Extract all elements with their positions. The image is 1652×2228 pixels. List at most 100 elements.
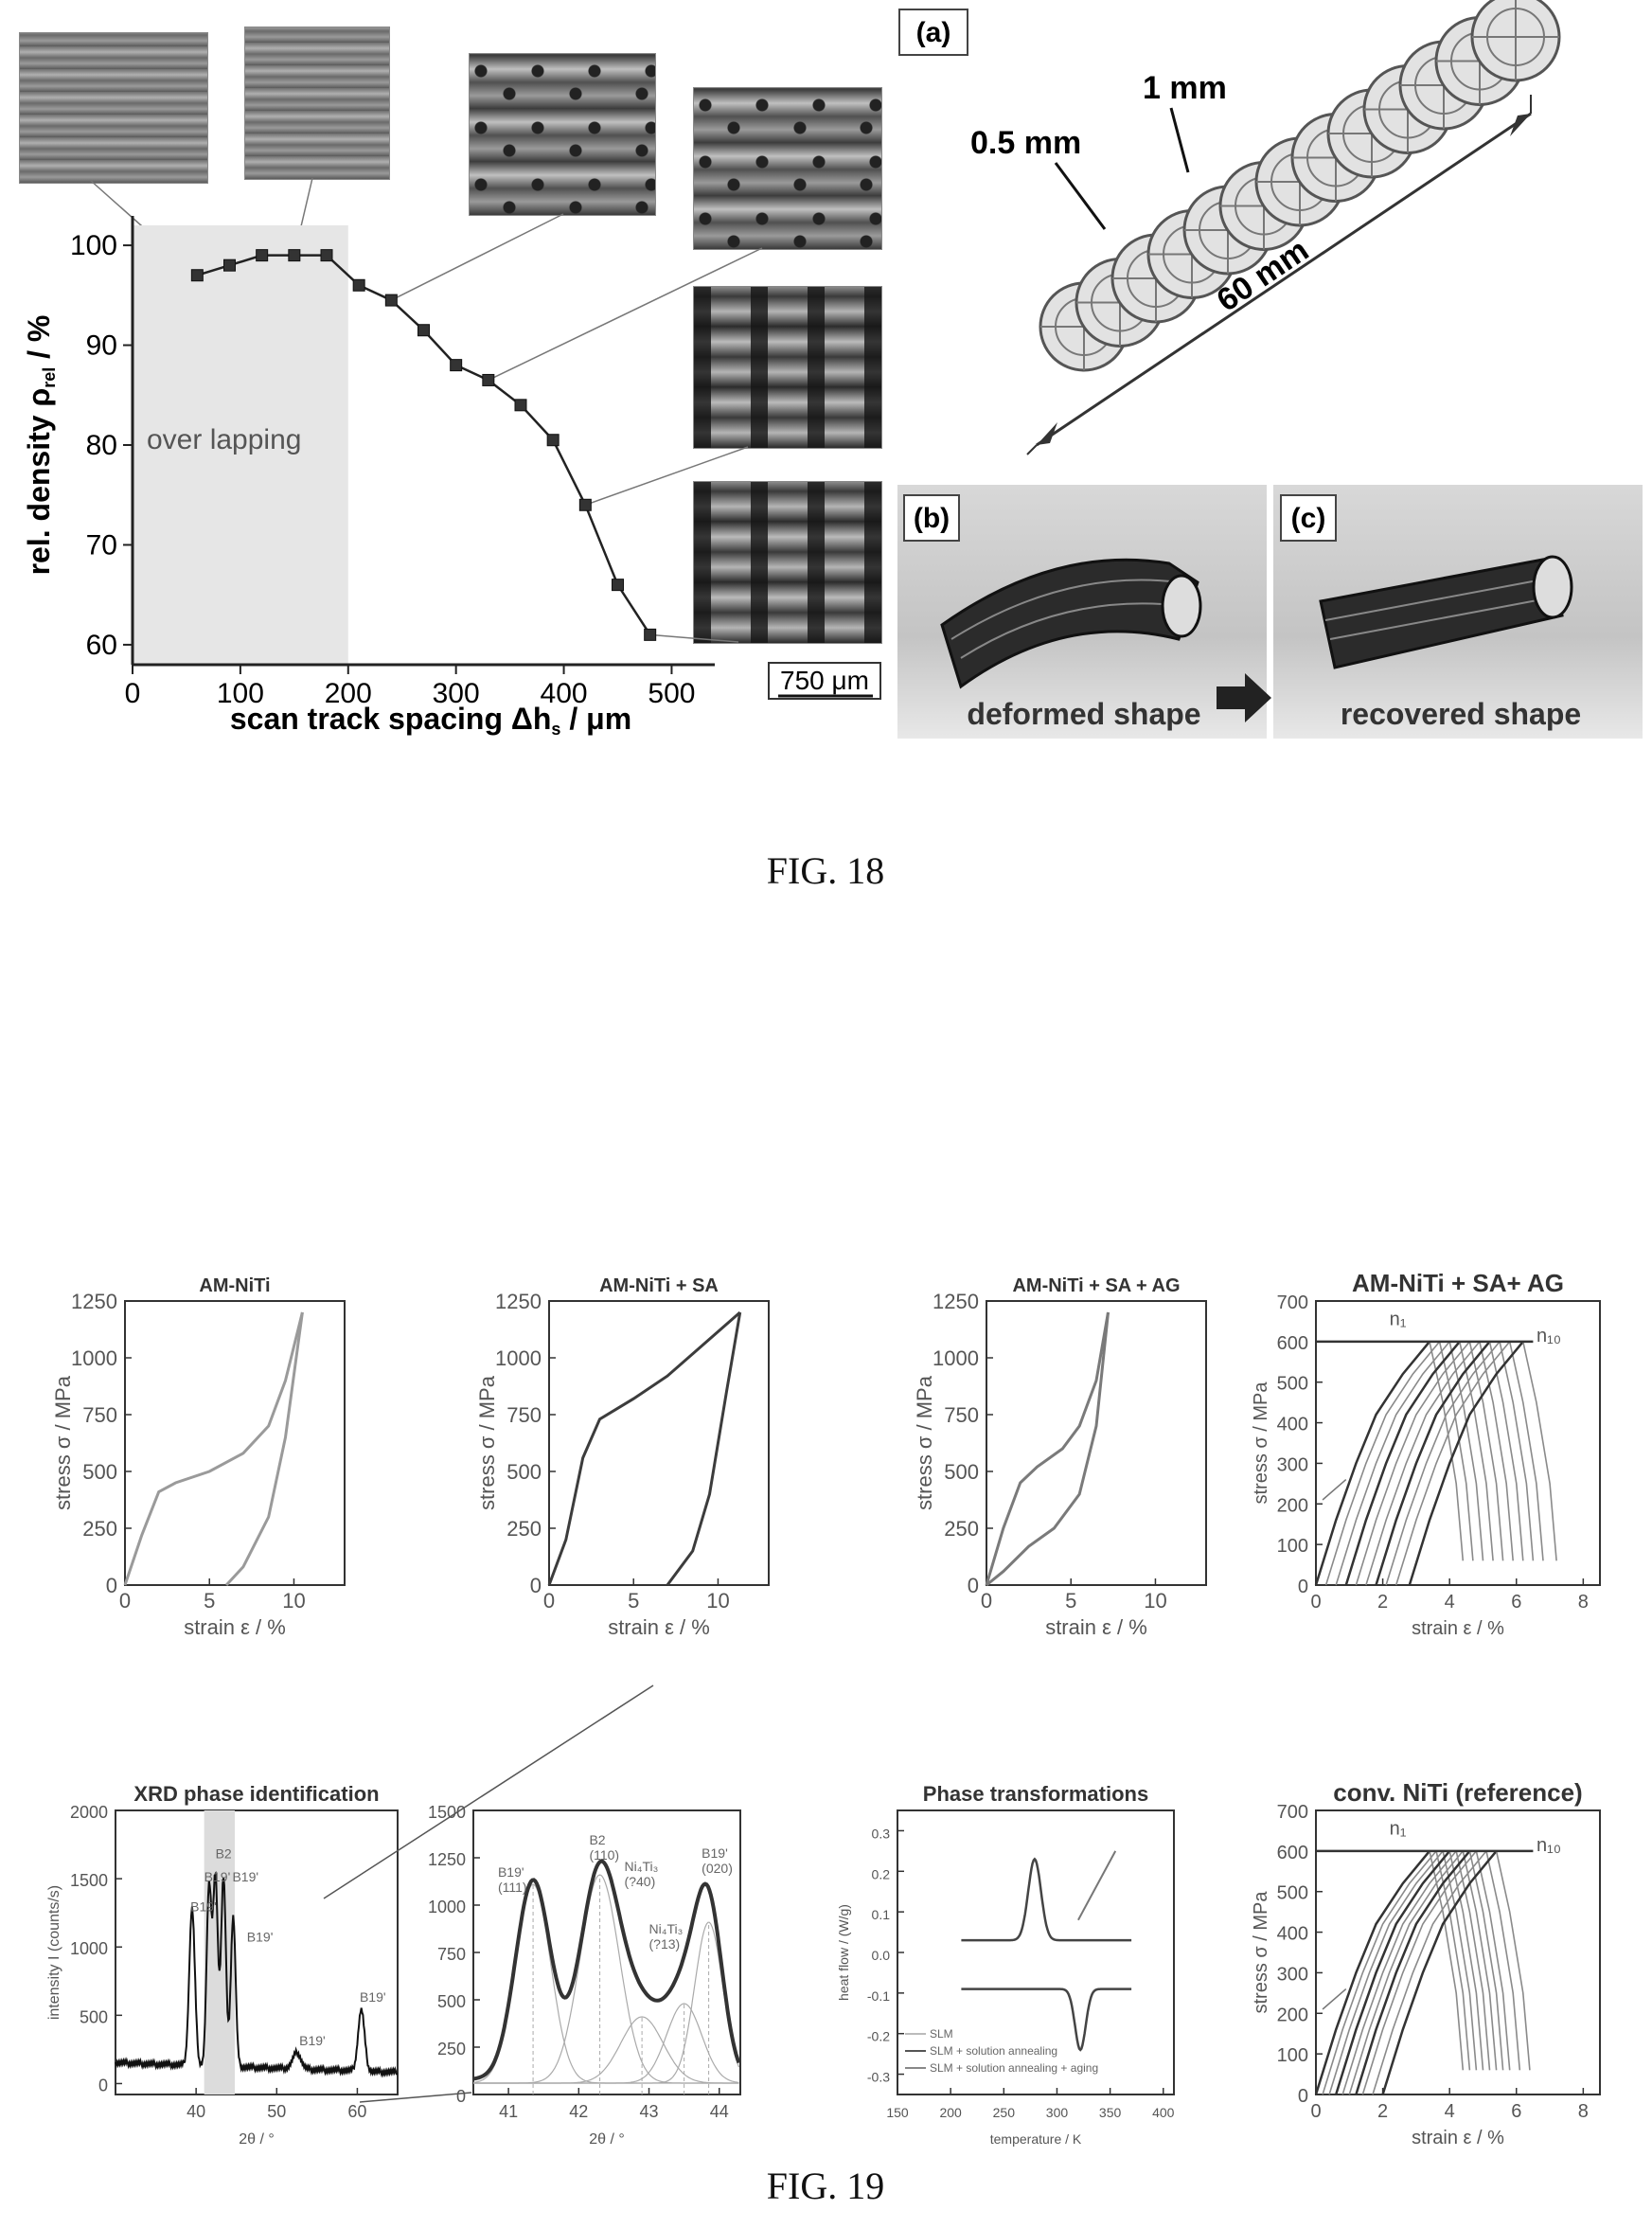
y-tick-label: 1250: [71, 1290, 117, 1313]
density-point: [223, 258, 236, 272]
loading-curve: [547, 1310, 741, 1586]
panel-title: AM-NiTi: [199, 1275, 270, 1296]
y-tick-label: 0: [530, 1574, 542, 1597]
y-tick-label: 100: [1277, 2045, 1308, 2066]
density-point: [482, 373, 495, 386]
marker-line: [1322, 1479, 1347, 1501]
cycle-unload-curve: [1495, 1850, 1531, 2071]
plot-frame: [986, 1300, 1207, 1586]
cycle-unload-curve: [1462, 1850, 1498, 2071]
x-tick-label: 2: [1377, 2101, 1388, 2122]
fit-component: [473, 1921, 740, 2084]
x-axis-label: strain ε / %: [1045, 1615, 1147, 1639]
density-point: [450, 359, 463, 372]
micrograph-1: [19, 32, 208, 184]
legend-entry: SLM + solution annealing: [930, 2044, 1057, 2058]
xrd-peak-label: B19': [360, 1989, 386, 2005]
y-tick-label: 70: [86, 529, 117, 561]
xrd-peak-label: B19': [702, 1845, 728, 1861]
cycle-curve: [1322, 1850, 1437, 2095]
recovered-tube: [1319, 557, 1564, 669]
dsc-cooling-curve: [961, 1987, 1132, 2052]
cycle-unload-curve: [1435, 1850, 1471, 2071]
y-tick-label: 200: [1277, 2005, 1308, 2025]
x-tick-label: 42: [569, 2102, 588, 2121]
x-tick-label: 0: [543, 1589, 555, 1613]
x-tick-label: 6: [1511, 2101, 1521, 2122]
cycle-curve: [1381, 1850, 1498, 2095]
plot-frame: [115, 1809, 399, 2095]
y-tick-label: 1000: [428, 1898, 466, 1916]
x-tick-label: 2: [1377, 1592, 1388, 1613]
density-point: [644, 628, 657, 641]
x-tick-label: 5: [628, 1589, 639, 1613]
y-tick-label: -0.2: [867, 2029, 890, 2044]
y-axis-label: stress σ / MPa: [475, 1375, 499, 1510]
y-tick-label: 0: [106, 1574, 117, 1597]
x-tick-label: 500: [648, 678, 695, 709]
y-tick-label: 600: [1277, 1333, 1308, 1354]
x-tick-label: 0: [1310, 1592, 1321, 1613]
y-tick-label: -0.1: [867, 1988, 890, 2004]
dim-small-label: 0.5 mm: [970, 125, 1081, 161]
y-tick-label: 0.0: [872, 1948, 891, 1963]
x-tick-label: 4: [1445, 2101, 1455, 2122]
x-tick-label: 4: [1445, 1592, 1455, 1613]
y-tick-label: 0.1: [872, 1907, 891, 1922]
cyclic-am-niti-sa-ag: 0 2 4 6 8 0 100 200 300 400 500 600 700 AM-NiTi + SA+…: [1251, 1269, 1601, 1639]
y-tick-label: 1000: [933, 1346, 979, 1370]
y-tick-label: 100: [70, 230, 117, 261]
panel-b-caption: deformed shape: [967, 697, 1200, 731]
xrd-zoom-series: [472, 1859, 741, 2081]
y-tick-label: 1000: [70, 1939, 108, 1958]
cycle-curve: [1341, 1850, 1457, 2095]
x-tick-label: 60: [347, 2102, 366, 2121]
y-tick-label: 500: [82, 1460, 117, 1484]
unloading-curve: [986, 1311, 1110, 1587]
xrd-peak-label: B19': [299, 2033, 326, 2048]
length-arrow-head-1: [1037, 422, 1057, 445]
length-arrow-head-2: [1510, 114, 1531, 136]
dsc-phase: 150 200 250 300 350 400 -0.3 -0.2 -0.1 0.0 0.1 0.2 0…: [836, 1782, 1175, 2147]
y-tick-label: 100: [1277, 1536, 1308, 1557]
x-tick-label: 350: [1099, 2105, 1122, 2120]
cycle-unload-curve: [1488, 1341, 1524, 1561]
cycle-curve: [1355, 1341, 1471, 1586]
legend-entry: SLM + solution annealing + aging: [930, 2061, 1098, 2075]
leader-line: [585, 446, 749, 506]
x-tick-label: 0: [981, 1589, 992, 1613]
label-n10: n₁₀: [1537, 1835, 1561, 1856]
x-tick-label: 40: [187, 2102, 205, 2121]
cycle-unload-curve: [1448, 1341, 1484, 1561]
x-tick-label: 200: [939, 2105, 962, 2120]
x-tick-label: 150: [886, 2105, 909, 2120]
x-tick-label: 50: [267, 2102, 286, 2121]
x-axis-label: strain ε / %: [1412, 2128, 1504, 2148]
y-tick-label: 500: [944, 1460, 979, 1484]
density-point: [190, 269, 204, 282]
overlap-region: [133, 225, 348, 665]
cycle-unload-curve: [1429, 1850, 1465, 2071]
cycle-curve: [1375, 1341, 1491, 1586]
zoom-connector: [359, 2092, 472, 2103]
y-tick-label: 750: [82, 1403, 117, 1427]
x-tick-label: 10: [706, 1589, 729, 1613]
cycle-unload-curve: [1455, 1850, 1491, 2071]
y-axis-label: intensity I (counts/s): [46, 1885, 62, 2020]
density-points: [190, 249, 657, 641]
leader-line: [390, 213, 564, 301]
transition-arrow: [1217, 673, 1271, 722]
loading-curve: [985, 1311, 1110, 1586]
y-tick-label: 250: [944, 1517, 979, 1541]
xrd-wide-series: [115, 1870, 399, 2078]
density-point: [384, 294, 398, 307]
x-tick-label: 5: [1065, 1589, 1076, 1613]
x-tick-label: 5: [204, 1589, 215, 1613]
cycle-curve: [1335, 1850, 1451, 2095]
xrd-peak-label: (?13): [649, 1936, 681, 1952]
label-n1: n₁: [1390, 1819, 1407, 1840]
y-tick-label: 750: [437, 1945, 466, 1964]
deformed-tube: [940, 558, 1199, 689]
y-tick-label: 1500: [428, 1803, 466, 1822]
panel-title: XRD phase identification: [133, 1782, 379, 1806]
